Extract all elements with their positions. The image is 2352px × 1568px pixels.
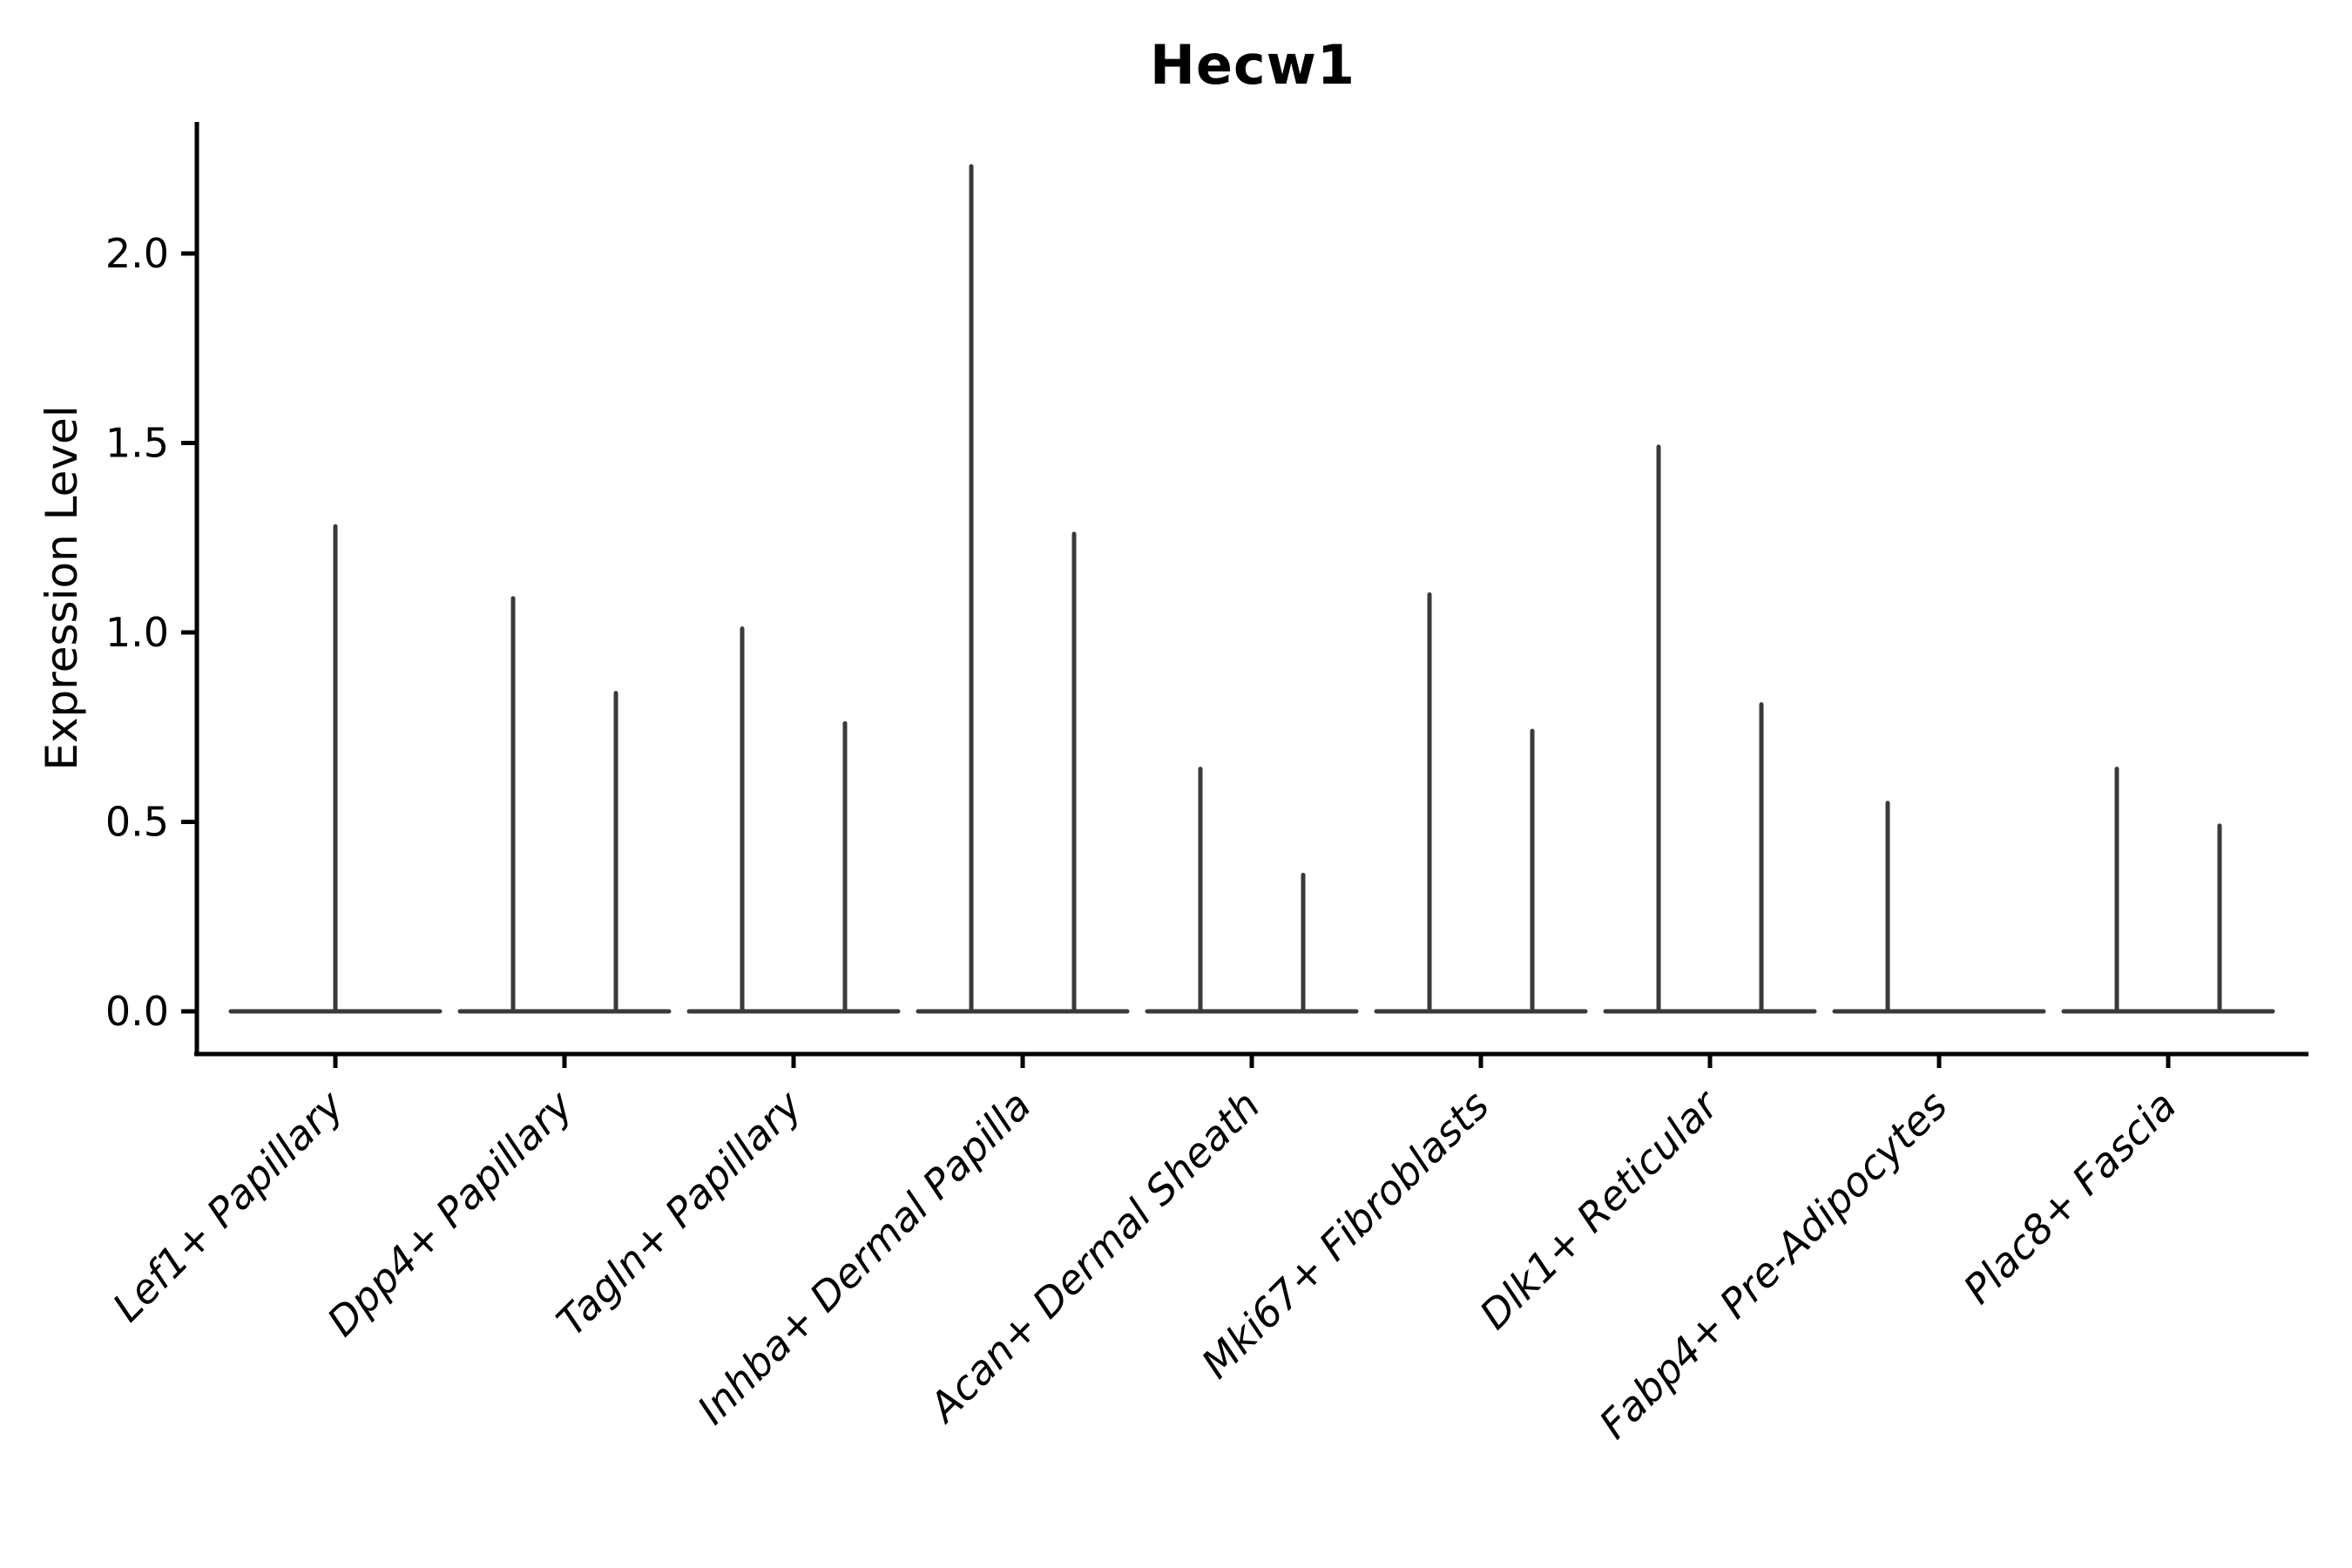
violins bbox=[228, 164, 2275, 1014]
x-tick-label: Lef1+ Papillary bbox=[104, 1081, 353, 1330]
y-tick-label: 0.0 bbox=[105, 988, 169, 1035]
y-tick-label: 2.0 bbox=[105, 230, 169, 277]
y-tick-label: 0.5 bbox=[105, 799, 169, 846]
chart-title: Hecw1 bbox=[1149, 33, 1356, 97]
x-tick-label: Tagln+ Papillary bbox=[547, 1081, 811, 1345]
y-tick-label: 1.5 bbox=[105, 420, 169, 467]
x-tick-label: Plac8+ Fascia bbox=[1954, 1082, 2185, 1313]
x-tick-label: Dlk1+ Reticular bbox=[1470, 1079, 1729, 1338]
y-axis-label: Expression Level bbox=[37, 405, 87, 770]
y-ticks: 0.0 0.5 1.0 1.5 2.0 bbox=[105, 230, 197, 1035]
y-tick-label: 1.0 bbox=[105, 609, 169, 656]
x-tick-label: Dpp4+ Papillary bbox=[318, 1081, 582, 1345]
